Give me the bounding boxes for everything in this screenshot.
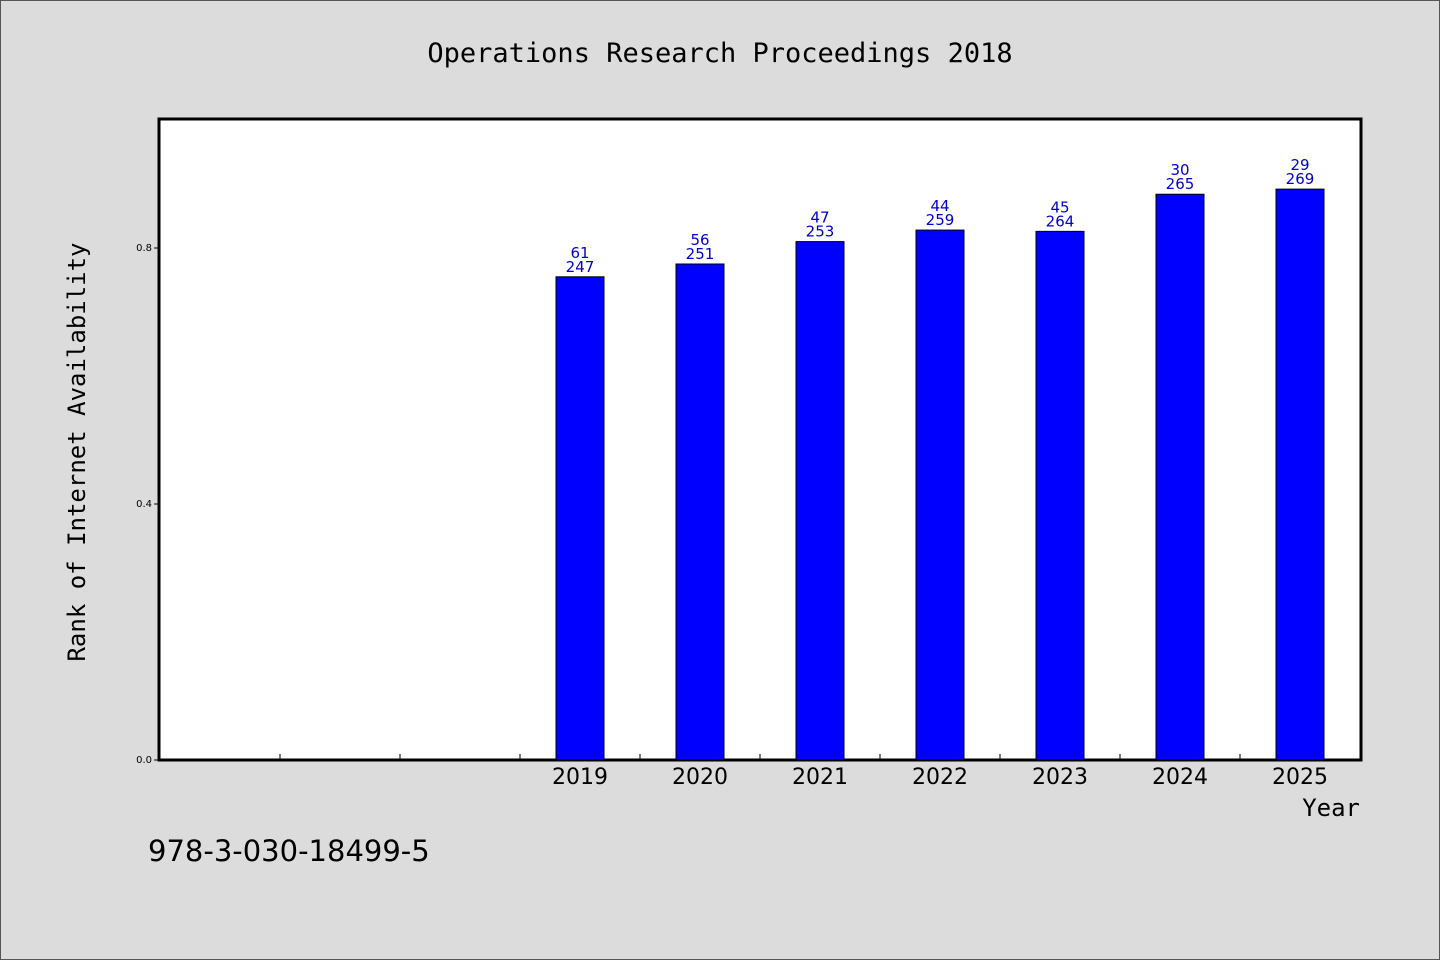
isbn-text: 978-3-030-18499-5 [148,834,430,868]
bar [1275,188,1325,761]
data-label-top: 47 [810,209,829,227]
data-label-top: 29 [1290,156,1309,174]
x-tick-label: 2021 [792,765,848,790]
chart-title: Operations Research Proceedings 2018 [427,38,1012,69]
data-label-bottom: 251 [686,245,715,263]
data-label-bottom: 265 [1166,175,1195,193]
data-label-top: 30 [1170,161,1189,179]
data-label-bottom: 269 [1286,170,1315,188]
data-label-top: 44 [930,197,949,215]
x-tick-label: 2024 [1152,765,1208,790]
x-tick-label: 2023 [1032,765,1088,790]
bar [555,276,605,761]
data-label-bottom: 264 [1046,212,1075,230]
y-tick-label: 0.8 [136,243,152,254]
data-label-top: 61 [570,244,589,262]
y-axis-label: Rank of Internet Availability [63,242,91,661]
x-tick-label: 2020 [672,765,728,790]
bars [555,188,1325,761]
y-tick-label: 0.4 [136,499,152,510]
data-label-top: 45 [1050,198,1069,216]
data-label-bottom: 247 [566,258,595,276]
x-axis-label: Year [1302,794,1360,822]
bar [795,241,845,761]
data-label-bottom: 259 [926,211,955,229]
y-tick-label: 0.0 [136,755,152,766]
x-tick-label: 2025 [1272,765,1328,790]
bar [675,263,725,761]
x-tick-label: 2022 [912,765,968,790]
bar [1155,193,1205,761]
data-label-bottom: 253 [806,223,835,241]
bar [915,229,965,761]
data-label-top: 56 [690,231,709,249]
x-tick-label: 2019 [552,765,608,790]
bar [1035,230,1085,761]
axis-ticks: 0.0 0.4 0.8 2019 2020 2021 2022 2023 2024 2025 [136,243,1328,790]
